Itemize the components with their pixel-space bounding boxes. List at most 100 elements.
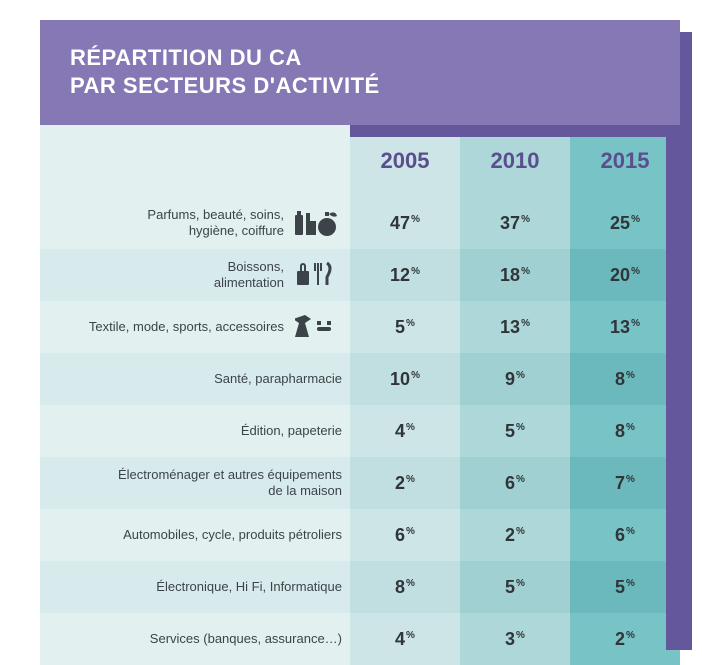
percent-suffix: % (626, 422, 635, 433)
value-cell: 6% (570, 509, 680, 561)
value-cell: 7% (570, 457, 680, 509)
value-number: 5 (505, 577, 515, 597)
blank-header (40, 125, 350, 197)
value-number: 13 (500, 317, 520, 337)
table-row: Santé, parapharmacie10%9%8% (40, 353, 680, 405)
value-number: 47 (390, 213, 410, 233)
percent-suffix: % (631, 318, 640, 329)
value-number: 3 (505, 629, 515, 649)
percent-suffix: % (516, 578, 525, 589)
value-cell: 20% (570, 249, 680, 301)
value-cell: 8% (350, 561, 460, 613)
value-cell: 18% (460, 249, 570, 301)
row-label: Édition, papeterie (241, 423, 342, 439)
percent-suffix: % (516, 630, 525, 641)
value-cell: 5% (570, 561, 680, 613)
percent-suffix: % (626, 578, 635, 589)
value-cell: 13% (570, 301, 680, 353)
percent-suffix: % (626, 370, 635, 381)
value-cell: 6% (350, 509, 460, 561)
fashion-icon (294, 313, 342, 341)
percent-suffix: % (406, 630, 415, 641)
right-accent-bar (666, 130, 692, 650)
value-cell: 4% (350, 405, 460, 457)
row-label-cell: Textile, mode, sports, accessoires (40, 301, 350, 353)
percent-suffix: % (626, 526, 635, 537)
percent-suffix: % (516, 526, 525, 537)
value-cell: 5% (460, 405, 570, 457)
value-number: 8 (395, 577, 405, 597)
value-cell: 4% (350, 613, 460, 665)
title-line-1: RÉPARTITION DU CA (70, 45, 302, 70)
percent-suffix: % (626, 630, 635, 641)
table-row: Parfums, beauté, soins,hygiène, coiffure… (40, 197, 680, 249)
table-row: Boissons,alimentation12%18%20% (40, 249, 680, 301)
table-frame: RÉPARTITION DU CA PAR SECTEURS D'ACTIVIT… (40, 20, 680, 665)
percent-suffix: % (411, 266, 420, 277)
value-cell: 37% (460, 197, 570, 249)
value-number: 6 (615, 525, 625, 545)
revenue-by-sector-table: 2005 2010 2015 Parfums, beauté, soins,hy… (40, 125, 680, 665)
table-row: Textile, mode, sports, accessoires5%13%1… (40, 301, 680, 353)
table-row: Automobiles, cycle, produits pétroliers 6… (40, 509, 680, 561)
percent-suffix: % (631, 266, 640, 277)
value-number: 5 (615, 577, 625, 597)
row-label: Automobiles, cycle, produits pétroliers (123, 527, 342, 543)
value-cell: 10% (350, 353, 460, 405)
row-label: Textile, mode, sports, accessoires (89, 319, 284, 335)
value-number: 13 (610, 317, 630, 337)
value-cell: 2% (350, 457, 460, 509)
value-cell: 13% (460, 301, 570, 353)
percent-suffix: % (516, 422, 525, 433)
value-number: 5 (395, 317, 405, 337)
value-cell: 8% (570, 353, 680, 405)
row-label: Santé, parapharmacie (214, 371, 342, 387)
row-label-cell: Services (banques, assurance…) (40, 613, 350, 665)
value-cell: 12% (350, 249, 460, 301)
value-cell: 8% (570, 405, 680, 457)
percent-suffix: % (521, 318, 530, 329)
value-number: 25 (610, 213, 630, 233)
percent-suffix: % (406, 526, 415, 537)
value-number: 6 (395, 525, 405, 545)
value-number: 4 (395, 421, 405, 441)
row-label: Électroménager et autres équipementsde l… (118, 467, 342, 500)
value-number: 5 (505, 421, 515, 441)
table-row: Électroménager et autres équipementsde l… (40, 457, 680, 509)
value-number: 18 (500, 265, 520, 285)
percent-suffix: % (406, 422, 415, 433)
table-row: Électronique, Hi Fi, Informatique8%5%5% (40, 561, 680, 613)
value-cell: 9% (460, 353, 570, 405)
table-row: Services (banques, assurance…)4%3%2% (40, 613, 680, 665)
value-number: 20 (610, 265, 630, 285)
percent-suffix: % (516, 370, 525, 381)
value-number: 2 (615, 629, 625, 649)
row-label: Boissons,alimentation (214, 259, 284, 292)
percent-suffix: % (406, 474, 415, 485)
value-number: 37 (500, 213, 520, 233)
value-number: 4 (395, 629, 405, 649)
value-number: 10 (390, 369, 410, 389)
row-label-cell: Automobiles, cycle, produits pétroliers (40, 509, 350, 561)
header-accent-strip (350, 125, 692, 137)
value-number: 7 (615, 473, 625, 493)
value-cell: 2% (570, 613, 680, 665)
row-label-cell: Parfums, beauté, soins,hygiène, coiffure (40, 197, 350, 249)
percent-suffix: % (406, 578, 415, 589)
value-cell: 6% (460, 457, 570, 509)
value-cell: 25% (570, 197, 680, 249)
percent-suffix: % (411, 370, 420, 381)
value-number: 9 (505, 369, 515, 389)
value-cell: 47% (350, 197, 460, 249)
percent-suffix: % (626, 474, 635, 485)
value-cell: 3% (460, 613, 570, 665)
percent-suffix: % (406, 318, 415, 329)
value-cell: 5% (460, 561, 570, 613)
table-row: Édition, papeterie4%5%8% (40, 405, 680, 457)
value-number: 2 (395, 473, 405, 493)
percent-suffix: % (516, 474, 525, 485)
row-label-cell: Santé, parapharmacie (40, 353, 350, 405)
percent-suffix: % (631, 214, 640, 225)
value-cell: 5% (350, 301, 460, 353)
value-number: 8 (615, 369, 625, 389)
